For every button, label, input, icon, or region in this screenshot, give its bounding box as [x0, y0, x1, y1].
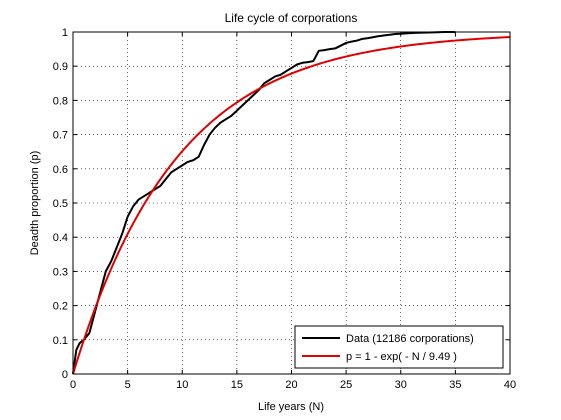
- legend-label-fit: p = 1 - exp( - N / 9.49 ): [346, 351, 457, 363]
- x-tick-label: 10: [176, 379, 188, 391]
- y-tick-label: 1: [62, 27, 68, 39]
- legend-label-data: Data (12186 corporations): [346, 333, 474, 345]
- x-tick-label: 0: [70, 379, 76, 391]
- grid-lines: [73, 32, 510, 374]
- legend-box: [294, 325, 504, 369]
- x-tick-label: 30: [395, 379, 407, 391]
- x-tick-label: 5: [125, 379, 131, 391]
- axis-ticks: 0 5 10 15 20 25 30 35 40 0 0.1 0.2 0.3 0.4 0.5 0.6 0.7 0.…: [53, 27, 516, 391]
- y-axis-label: Deadth proportion (p): [29, 151, 41, 256]
- chart-title: Life cycle of corporations: [225, 11, 358, 25]
- y-tick-label: 0.6: [53, 164, 68, 176]
- x-tick-label: 15: [231, 379, 243, 391]
- series-lines: [72, 31, 511, 375]
- y-tick-label: 0.7: [53, 130, 68, 142]
- plot-area: [72, 31, 511, 375]
- y-tick-label: 0.1: [53, 335, 68, 347]
- x-tick-label: 40: [504, 379, 516, 391]
- y-tick-label: 0.8: [53, 95, 68, 107]
- y-tick-label: 0.2: [53, 301, 68, 313]
- x-tick-label: 25: [340, 379, 352, 391]
- legend: Data (12186 corporations) p = 1 - exp( -…: [294, 325, 504, 369]
- y-tick-label: 0.3: [53, 266, 68, 278]
- x-tick-label: 35: [449, 379, 461, 391]
- series-line-data: [72, 31, 456, 375]
- x-tick-label: 20: [285, 379, 297, 391]
- plot-frame: [72, 31, 511, 375]
- y-tick-label: 0.5: [53, 198, 68, 210]
- series-line-fit: [72, 36, 511, 375]
- y-tick-label: 0.4: [53, 232, 68, 244]
- y-tick-label: 0.9: [53, 61, 68, 73]
- y-tick-label: 0: [62, 369, 68, 381]
- x-axis-label: Life years (N): [258, 401, 324, 413]
